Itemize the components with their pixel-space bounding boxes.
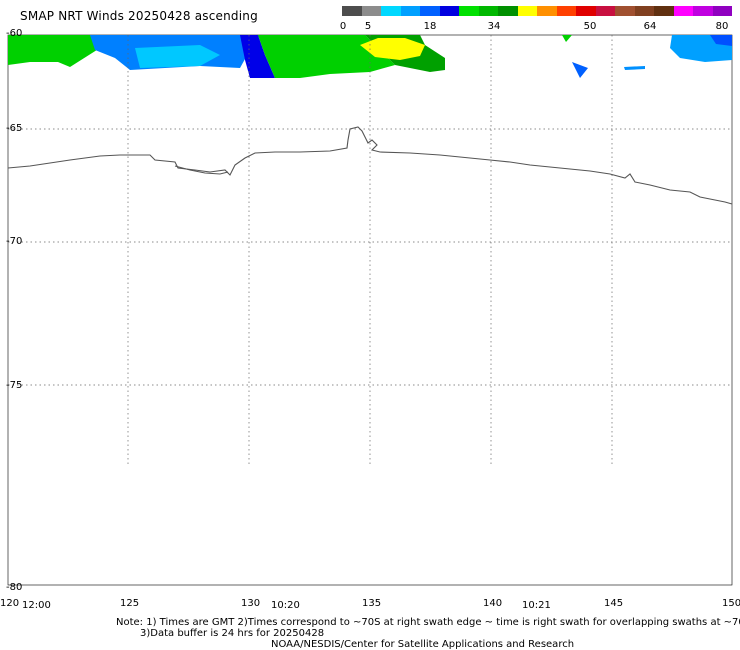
note-line-1: Note: 1) Times are GMT 2)Times correspon… xyxy=(116,617,740,628)
colorbar-segment xyxy=(556,6,576,16)
swath-lightblue-left xyxy=(135,45,220,68)
lon-label: 150 xyxy=(722,598,740,609)
colorbar-segment xyxy=(576,6,596,16)
swath-green-mid xyxy=(258,35,395,78)
wind-speed-colorbar xyxy=(342,6,732,16)
colorbar-segment xyxy=(693,6,713,16)
colorbar-segment xyxy=(634,6,654,16)
colorbar-segment xyxy=(498,6,518,16)
note-line-3: NOAA/NESDIS/Center for Satellite Applica… xyxy=(271,639,575,650)
colorbar-label: 64 xyxy=(643,21,657,32)
swath-time-label: 10:20 xyxy=(271,600,300,611)
colorbar-segment xyxy=(595,6,615,16)
colorbar-segment xyxy=(517,6,537,16)
lon-label: 135 xyxy=(362,598,381,609)
colorbar-segment xyxy=(654,6,674,16)
colorbar-label: 34 xyxy=(487,21,501,32)
longitude-labels: 120 125 130 135 140 145 150 xyxy=(0,598,740,609)
swath-yellow xyxy=(360,38,425,60)
coastline-inlet xyxy=(174,165,229,175)
colorbar-segment xyxy=(459,6,479,16)
map-title: SMAP NRT Winds 20250428 ascending xyxy=(20,9,258,23)
lat-label: -70 xyxy=(6,236,22,247)
swath-green-small xyxy=(562,35,572,42)
antarctic-coastline xyxy=(7,126,733,205)
swath-deepblue-right xyxy=(710,35,732,46)
lon-label: 125 xyxy=(120,598,139,609)
colorbar-label: 0 xyxy=(339,21,347,32)
latitude-labels: -60 -65 -70 -75 -80 xyxy=(6,28,22,593)
colorbar-segment xyxy=(478,6,498,16)
swath-blue-dash xyxy=(624,66,645,70)
colorbar-label: 18 xyxy=(423,21,437,32)
swath-time-label: 10:21 xyxy=(522,600,551,611)
colorbar-label: 80 xyxy=(715,21,729,32)
lon-label: 140 xyxy=(483,598,502,609)
colorbar-segment xyxy=(400,6,420,16)
colorbar-segment xyxy=(439,6,459,16)
colorbar-segment xyxy=(537,6,557,16)
lon-label: 145 xyxy=(604,598,623,609)
lon-label: 120 xyxy=(0,598,19,609)
colorbar-segment xyxy=(342,6,362,16)
colorbar-segment xyxy=(361,6,381,16)
colorbar-label: 50 xyxy=(583,21,597,32)
colorbar-segment xyxy=(712,6,732,16)
colorbar-segment xyxy=(381,6,401,16)
swath-time-label: 12:00 xyxy=(22,600,51,611)
colorbar-segment xyxy=(420,6,440,16)
colorbar-segment xyxy=(673,6,693,16)
note-line-2: 3)Data buffer is 24 hrs for 20250428 xyxy=(140,628,325,639)
graticule xyxy=(8,35,732,465)
lat-label: -80 xyxy=(6,582,22,593)
swath-blue-triangle xyxy=(572,62,588,78)
colorbar-segment xyxy=(615,6,635,16)
lat-label: -60 xyxy=(6,28,22,39)
lat-label: -65 xyxy=(6,123,22,134)
colorbar-label: 5 xyxy=(364,21,372,32)
lat-label: -75 xyxy=(6,380,22,391)
lon-label: 130 xyxy=(241,598,260,609)
